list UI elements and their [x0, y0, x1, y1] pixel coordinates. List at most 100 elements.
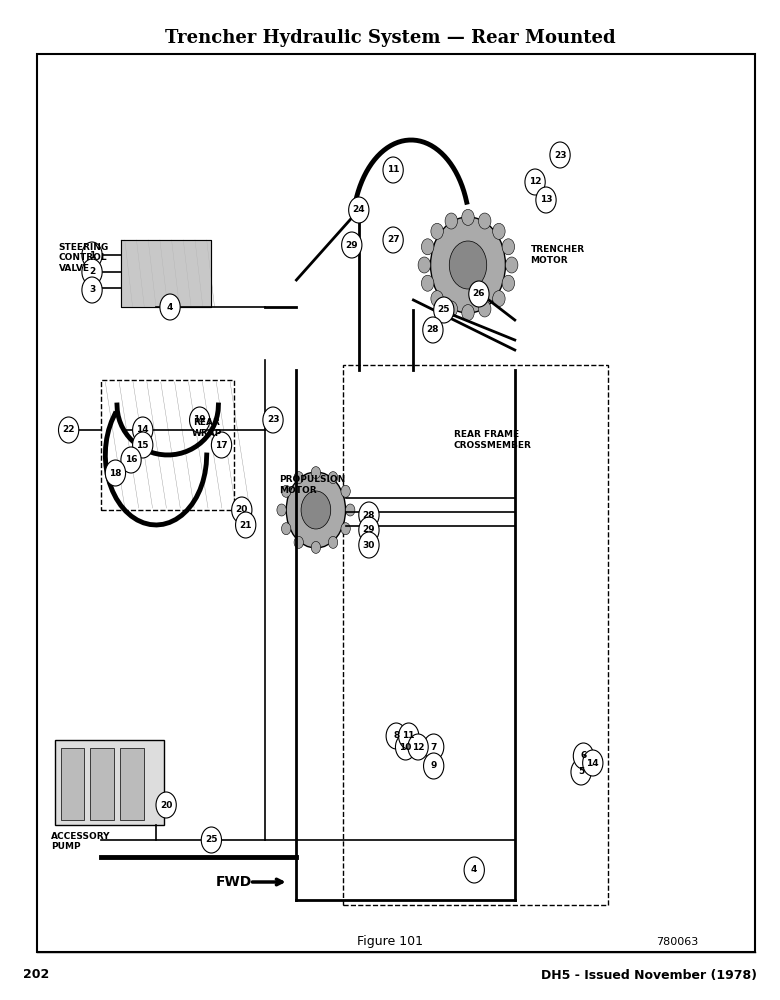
Text: 2: 2	[89, 267, 95, 276]
Text: 17: 17	[215, 440, 228, 450]
Circle shape	[201, 827, 222, 853]
Circle shape	[431, 223, 443, 239]
Text: 23: 23	[267, 416, 279, 424]
Circle shape	[58, 417, 79, 443]
Text: 1: 1	[89, 250, 95, 259]
Text: 28: 28	[427, 326, 439, 334]
Text: 25: 25	[438, 306, 450, 314]
Text: 3: 3	[89, 286, 95, 294]
Bar	[101, 380, 234, 510]
Text: TRENCHER
MOTOR: TRENCHER MOTOR	[530, 245, 584, 265]
Circle shape	[399, 723, 419, 749]
Text: Trencher Hydraulic System — Rear Mounted: Trencher Hydraulic System — Rear Mounted	[165, 29, 615, 47]
Text: 19: 19	[193, 416, 206, 424]
Text: 29: 29	[363, 526, 375, 534]
Circle shape	[536, 187, 556, 213]
Text: 8: 8	[393, 732, 399, 740]
Circle shape	[121, 447, 141, 473]
Text: 24: 24	[353, 206, 365, 215]
Circle shape	[232, 497, 252, 523]
Text: REAR FRAME
CROSSMEMBER: REAR FRAME CROSSMEMBER	[454, 430, 532, 450]
Circle shape	[82, 259, 102, 285]
Circle shape	[386, 723, 406, 749]
Circle shape	[311, 541, 321, 553]
Circle shape	[301, 491, 331, 529]
Circle shape	[328, 536, 338, 548]
Circle shape	[445, 213, 458, 229]
Circle shape	[277, 504, 286, 516]
Circle shape	[434, 297, 454, 323]
Circle shape	[408, 734, 428, 760]
Bar	[37, 54, 755, 952]
Text: 9: 9	[431, 762, 437, 770]
Circle shape	[311, 467, 321, 479]
Circle shape	[583, 750, 603, 776]
Bar	[55, 740, 164, 825]
Circle shape	[190, 407, 210, 433]
Circle shape	[550, 142, 570, 168]
Text: 18: 18	[109, 468, 122, 478]
Circle shape	[571, 759, 591, 785]
Circle shape	[160, 294, 180, 320]
Circle shape	[341, 523, 350, 535]
Circle shape	[82, 242, 102, 268]
Circle shape	[462, 305, 474, 321]
Circle shape	[464, 857, 484, 883]
Circle shape	[445, 301, 458, 317]
Circle shape	[282, 485, 291, 497]
Circle shape	[493, 223, 505, 239]
Text: 7: 7	[431, 742, 437, 752]
Text: 23: 23	[554, 150, 566, 159]
Circle shape	[263, 407, 283, 433]
Text: 13: 13	[540, 196, 552, 205]
Circle shape	[133, 432, 153, 458]
Text: 12: 12	[412, 742, 424, 752]
Text: 14: 14	[136, 426, 149, 434]
Text: REAR
WRAP: REAR WRAP	[192, 418, 222, 438]
Circle shape	[525, 169, 545, 195]
Text: 5: 5	[578, 768, 584, 776]
Text: 10: 10	[399, 742, 412, 752]
Circle shape	[505, 257, 518, 273]
Text: 26: 26	[473, 290, 485, 298]
Circle shape	[211, 432, 232, 458]
Circle shape	[478, 301, 491, 317]
Circle shape	[478, 213, 491, 229]
Circle shape	[294, 472, 303, 484]
Circle shape	[383, 227, 403, 253]
Text: 4: 4	[471, 865, 477, 874]
Text: 15: 15	[136, 440, 149, 450]
Circle shape	[395, 734, 416, 760]
Text: 11: 11	[402, 732, 415, 740]
Circle shape	[82, 277, 102, 303]
Text: 202: 202	[23, 968, 50, 982]
Text: 28: 28	[363, 510, 375, 520]
Circle shape	[133, 417, 153, 443]
Text: DH5 - Issued November (1978): DH5 - Issued November (1978)	[541, 968, 757, 982]
Circle shape	[359, 517, 379, 543]
Text: 25: 25	[205, 836, 218, 844]
Text: 780063: 780063	[656, 937, 698, 947]
Polygon shape	[121, 240, 211, 307]
Text: 14: 14	[587, 758, 599, 768]
Text: 6: 6	[580, 752, 587, 760]
Text: Figure 101: Figure 101	[357, 936, 423, 948]
Bar	[120, 748, 144, 820]
Text: 4: 4	[167, 302, 173, 312]
Circle shape	[156, 792, 176, 818]
Circle shape	[341, 485, 350, 497]
Circle shape	[418, 257, 431, 273]
Circle shape	[421, 275, 434, 291]
Circle shape	[449, 241, 487, 289]
Circle shape	[502, 275, 515, 291]
Circle shape	[342, 232, 362, 258]
Bar	[90, 748, 114, 820]
Circle shape	[282, 523, 291, 535]
Circle shape	[502, 239, 515, 255]
Circle shape	[105, 460, 126, 486]
Circle shape	[421, 239, 434, 255]
Circle shape	[294, 536, 303, 548]
Text: 12: 12	[529, 178, 541, 186]
Text: 20: 20	[160, 800, 172, 810]
Bar	[61, 748, 84, 820]
